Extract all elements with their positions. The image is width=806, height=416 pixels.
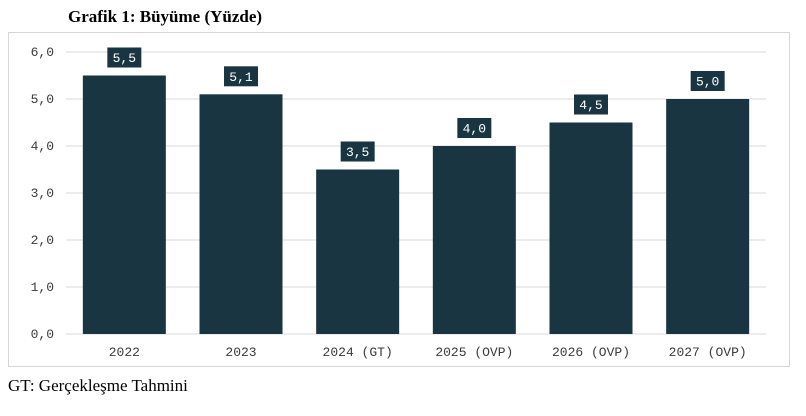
- data-label-box: [224, 66, 258, 87]
- chart-title: Grafik 1: Büyüme (Yüzde): [68, 7, 263, 26]
- bar: [199, 94, 283, 334]
- footnote: GT: Gerçekleşme Tahmini: [8, 376, 188, 395]
- bar: [432, 146, 516, 334]
- data-label-box: [340, 141, 375, 162]
- data-labels: 5,5 5,1 3,5 4,0 4,5 5,0: [107, 47, 725, 162]
- data-label-box: [457, 118, 492, 138]
- y-tick-label: 1,0: [31, 280, 54, 295]
- y-tick-label: 6,0: [31, 45, 54, 60]
- bar: [316, 169, 400, 334]
- bar: [549, 122, 633, 334]
- data-label: 4,0: [463, 122, 486, 137]
- data-label: 5,1: [229, 70, 253, 85]
- bar: [666, 99, 750, 334]
- gridlines: [66, 51, 766, 335]
- y-axis-ticks: 0,0 1,0 2,0 3,0 4,0 5,0 6,0: [31, 45, 54, 342]
- y-tick-label: 2,0: [31, 233, 54, 248]
- data-label-box: [574, 94, 608, 115]
- data-label: 3,5: [346, 145, 369, 160]
- data-label-box: [690, 71, 725, 91]
- x-axis-ticks: 2022 2023 2024 (GT) 2025 (OVP) 2026 (OVP) 202…: [109, 345, 747, 360]
- x-tick-label: 2027 (OVP): [669, 345, 747, 360]
- data-label: 5,0: [696, 75, 719, 90]
- bar: [82, 75, 166, 334]
- x-tick-label: 2023: [225, 345, 256, 360]
- data-label: 4,5: [579, 98, 602, 113]
- data-label: 5,5: [113, 51, 136, 66]
- x-tick-label: 2024 (GT): [323, 345, 393, 360]
- data-label-box: [107, 47, 142, 68]
- x-tick-label: 2025 (OVP): [435, 345, 513, 360]
- x-tick-label: 2022: [109, 345, 140, 360]
- bars: [82, 75, 750, 334]
- x-tick-label: 2026 (OVP): [552, 345, 630, 360]
- y-tick-label: 5,0: [31, 92, 54, 107]
- y-tick-label: 4,0: [31, 139, 54, 154]
- y-tick-label: 0,0: [31, 327, 54, 342]
- y-tick-label: 3,0: [31, 186, 54, 201]
